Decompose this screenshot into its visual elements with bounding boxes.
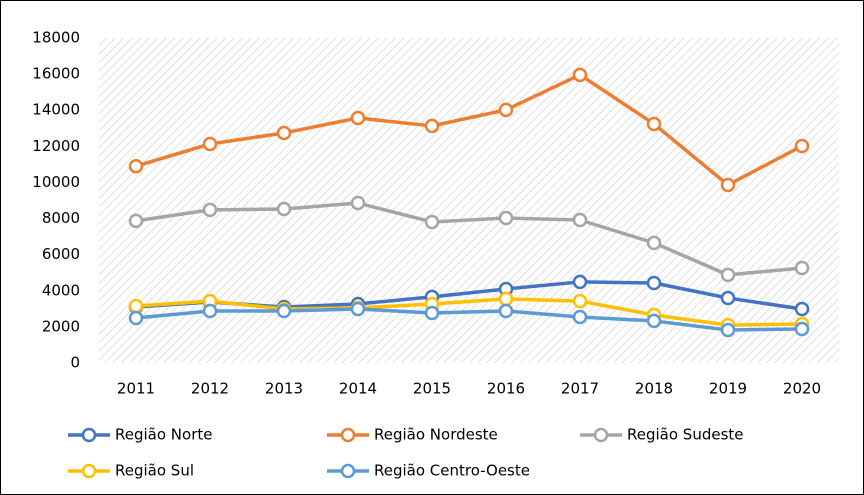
x-tick-label: 2015 — [413, 380, 451, 398]
point — [794, 138, 810, 154]
legend-label: Região Nordeste — [374, 426, 498, 444]
point — [498, 291, 514, 307]
point — [498, 303, 514, 319]
point — [720, 177, 736, 193]
legend-label: Região Sul — [115, 462, 194, 480]
legend-label: Região Centro-Oeste — [374, 462, 530, 480]
point — [128, 298, 144, 314]
x-tick-label: 2018 — [635, 380, 673, 398]
x-tick-label: 2011 — [117, 380, 155, 398]
legend-marker — [81, 427, 97, 443]
point — [276, 303, 292, 319]
point — [424, 305, 440, 321]
point — [498, 210, 514, 226]
point — [646, 235, 662, 251]
legend-marker — [340, 427, 356, 443]
point — [794, 260, 810, 276]
series-line — [135, 307, 803, 332]
y-tick-label: 6000 — [42, 245, 80, 263]
x-tick-label: 2013 — [265, 380, 303, 398]
point — [202, 202, 218, 218]
point — [276, 201, 292, 217]
point — [128, 158, 144, 174]
y-tick-label: 12000 — [32, 137, 80, 155]
point — [202, 136, 218, 152]
point — [424, 214, 440, 230]
point — [794, 321, 810, 337]
point — [128, 213, 144, 229]
point — [646, 116, 662, 132]
series-line — [135, 297, 803, 327]
point — [350, 110, 366, 126]
point — [276, 125, 292, 141]
legend-marker — [593, 427, 609, 443]
plot-area — [99, 38, 839, 363]
legend-marker — [340, 463, 356, 479]
point — [128, 310, 144, 326]
point — [720, 267, 736, 283]
point — [646, 275, 662, 291]
point — [572, 274, 588, 290]
legend-marker — [81, 463, 97, 479]
y-tick-label: 18000 — [32, 29, 80, 47]
point — [498, 102, 514, 118]
point — [720, 290, 736, 306]
point — [424, 118, 440, 134]
y-tick-label: 0 — [70, 354, 80, 372]
x-tick-label: 2017 — [561, 380, 599, 398]
y-tick-label: 16000 — [32, 65, 80, 83]
point — [572, 309, 588, 325]
point — [202, 303, 218, 319]
series-line — [135, 73, 803, 187]
x-tick-label: 2012 — [191, 380, 229, 398]
x-tick-label: 2014 — [339, 380, 377, 398]
point — [572, 67, 588, 83]
series-line — [135, 201, 803, 277]
point — [350, 301, 366, 317]
point — [794, 301, 810, 317]
x-tick-label: 2016 — [487, 380, 525, 398]
y-tick-label: 4000 — [42, 281, 80, 299]
y-tick-label: 8000 — [42, 209, 80, 227]
y-tick-label: 2000 — [42, 317, 80, 335]
point — [350, 195, 366, 211]
x-tick-label: 2020 — [783, 380, 821, 398]
y-tick-label: 14000 — [32, 101, 80, 119]
point — [720, 322, 736, 338]
point — [572, 212, 588, 228]
y-tick-label: 10000 — [32, 173, 80, 191]
legend-label: Região Norte — [115, 426, 212, 444]
legend-label: Região Sudeste — [627, 426, 744, 444]
point — [572, 293, 588, 309]
point — [646, 313, 662, 329]
x-tick-label: 2019 — [709, 380, 747, 398]
